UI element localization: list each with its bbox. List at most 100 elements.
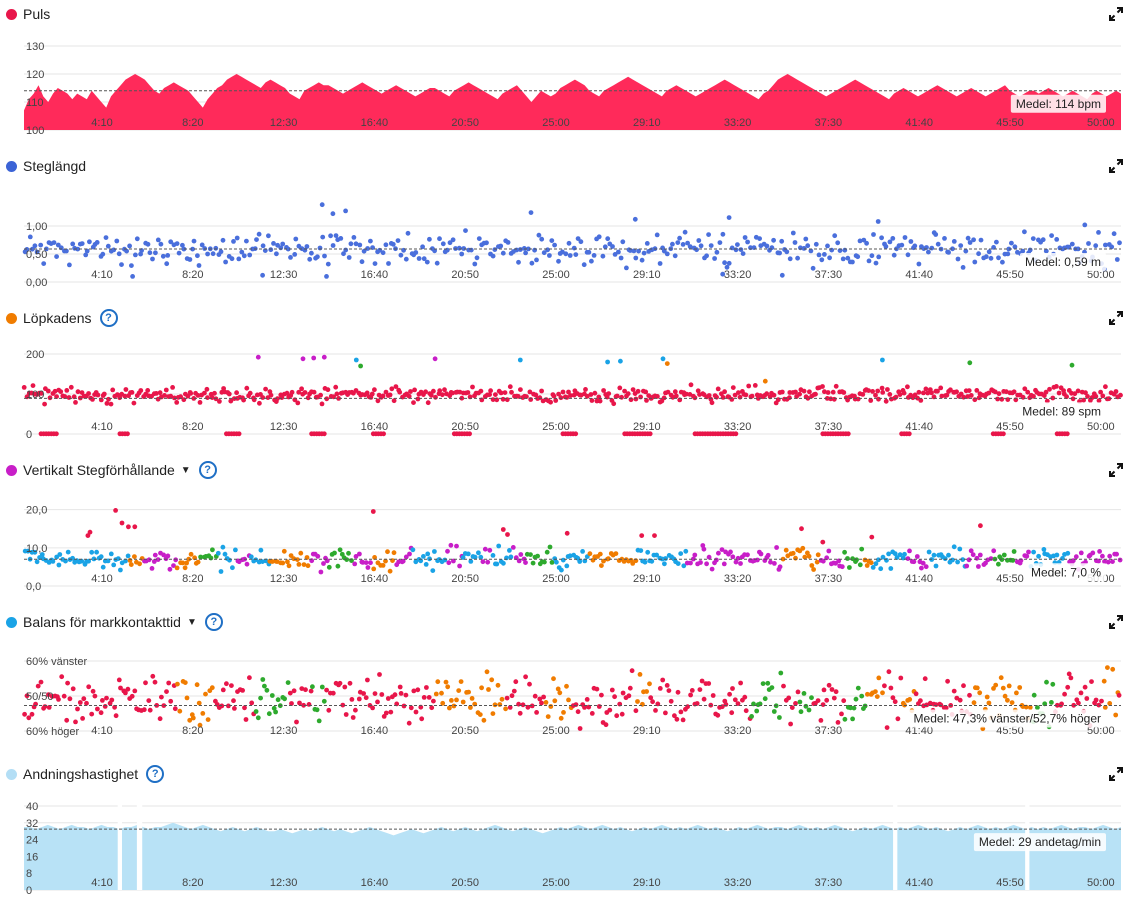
data-point [244, 385, 250, 391]
data-point [832, 233, 838, 239]
chevron-down-icon[interactable]: ▼ [180, 464, 191, 476]
data-point [660, 356, 666, 362]
data-point [315, 553, 321, 559]
data-point [735, 555, 741, 561]
data-point [370, 705, 375, 711]
data-point [357, 551, 362, 557]
data-point [649, 558, 655, 564]
y-tick-label: 130 [26, 41, 44, 53]
data-point [1117, 240, 1122, 246]
data-point [1044, 398, 1050, 404]
y-tick-label: 100 [26, 389, 44, 401]
data-point [601, 388, 606, 393]
data-point [95, 706, 100, 712]
data-point [86, 558, 91, 564]
data-point [774, 545, 779, 550]
data-point [808, 248, 814, 254]
data-point [866, 388, 871, 393]
data-point [392, 692, 398, 698]
data-point [1005, 251, 1011, 257]
data-point [152, 679, 158, 685]
expand-icon[interactable] [1109, 463, 1123, 477]
data-point [1075, 388, 1081, 394]
expand-icon[interactable] [1109, 615, 1123, 629]
data-point [503, 706, 508, 712]
data-point [191, 238, 197, 244]
data-point [698, 243, 704, 249]
x-tick-label: 12:30 [270, 725, 298, 737]
data-point [29, 246, 35, 252]
chart-plot: 20,0 10,0 0,0 4:10 8:20 12:30 16:40 20:50 25:00 2… [22, 505, 1123, 593]
data-point [356, 696, 362, 702]
data-point [754, 708, 760, 714]
expand-icon[interactable] [1109, 159, 1123, 173]
average-label: Medel: 89 spm [1017, 402, 1106, 421]
data-point [745, 239, 750, 245]
data-point [860, 392, 866, 397]
expand-icon[interactable] [1109, 767, 1123, 781]
data-point [205, 717, 211, 722]
data-point [38, 242, 44, 248]
expand-icon[interactable] [1109, 311, 1123, 325]
data-point [960, 265, 966, 270]
chevron-down-icon[interactable]: ▼ [186, 616, 197, 628]
average-label: Medel: 47,3% vänster/52,7% höger [908, 709, 1106, 728]
data-point [692, 552, 698, 558]
data-point [145, 241, 151, 247]
data-point [862, 703, 868, 709]
data-point [481, 717, 487, 723]
data-point [123, 690, 128, 696]
help-icon[interactable]: ? [204, 613, 223, 631]
data-point [964, 563, 970, 569]
data-point [518, 387, 523, 392]
data-point [381, 431, 386, 437]
data-point [876, 675, 882, 681]
data-point [524, 394, 529, 399]
data-point [1036, 553, 1041, 559]
data-point [489, 677, 495, 683]
data-point [580, 549, 585, 554]
help-icon[interactable]: ? [146, 765, 165, 783]
data-point [490, 711, 496, 716]
data-point [434, 260, 440, 266]
data-point [701, 546, 707, 552]
data-point [115, 556, 121, 561]
data-point [841, 390, 847, 395]
data-point [147, 250, 153, 256]
data-point [709, 566, 715, 572]
data-point [486, 687, 491, 692]
data-point [46, 705, 52, 710]
data-point [421, 695, 427, 700]
scatter-points [22, 508, 1123, 575]
data-point [385, 696, 391, 701]
y-tick-label: 50/50 [26, 691, 54, 703]
x-tick-label: 29:10 [633, 421, 661, 433]
data-point [988, 556, 994, 561]
data-point [968, 393, 974, 398]
data-point [554, 559, 559, 565]
data-point [65, 680, 70, 686]
data-point [829, 687, 835, 692]
data-point [301, 702, 306, 708]
expand-icon[interactable] [1109, 7, 1123, 21]
data-point [318, 392, 323, 398]
data-point [241, 397, 247, 403]
data-point [456, 688, 462, 693]
data-point [950, 557, 955, 563]
x-tick-label: 4:10 [91, 877, 112, 889]
data-point [113, 508, 118, 513]
data-point [442, 557, 448, 563]
help-icon[interactable]: ? [99, 309, 118, 327]
data-point [878, 566, 884, 572]
data-point [161, 703, 167, 708]
data-point [56, 697, 61, 702]
data-point [476, 550, 481, 556]
data-point [147, 707, 153, 713]
x-tick-label: 50:00 [1087, 269, 1115, 281]
data-point [884, 725, 890, 730]
data-point [594, 686, 600, 692]
data-point [64, 248, 69, 254]
data-point [443, 679, 449, 685]
data-point [566, 697, 571, 703]
help-icon[interactable]: ? [198, 461, 217, 479]
